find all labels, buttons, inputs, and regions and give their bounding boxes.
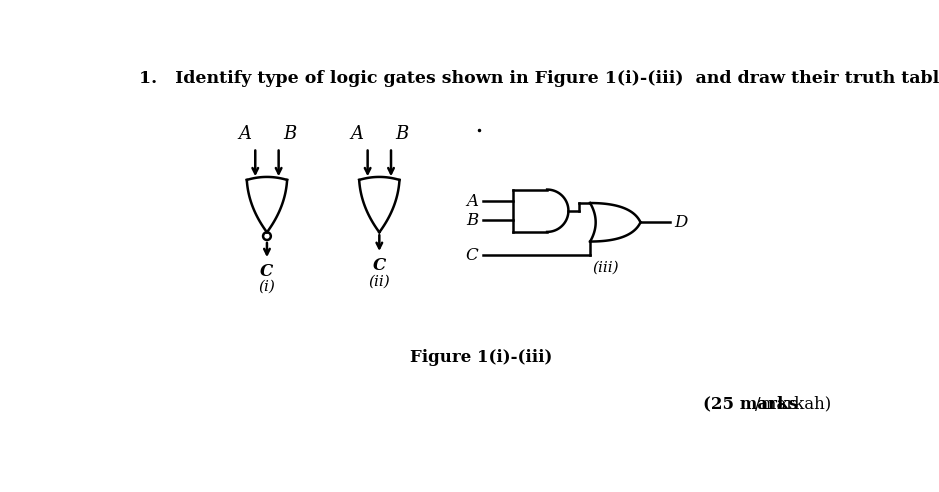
Text: Figure 1(i)-(iii): Figure 1(i)-(iii) [409,349,552,367]
Text: /markah): /markah) [755,396,831,412]
Text: D: D [674,214,687,231]
Text: B: B [467,212,479,229]
Text: (ii): (ii) [368,275,391,289]
Text: (25 marks: (25 marks [703,396,798,412]
Text: (iii): (iii) [593,261,619,275]
Text: A: A [238,125,251,143]
Text: (i): (i) [258,280,275,294]
Text: A: A [350,125,363,143]
Text: B: B [283,125,296,143]
Text: C: C [466,247,479,264]
Text: A: A [467,193,479,210]
Text: C: C [373,257,386,274]
Text: C: C [260,263,273,280]
Text: B: B [395,125,408,143]
Text: 1.   Identify type of logic gates shown in Figure 1(i)-(iii)  and draw their tru: 1. Identify type of logic gates shown in… [139,70,939,87]
